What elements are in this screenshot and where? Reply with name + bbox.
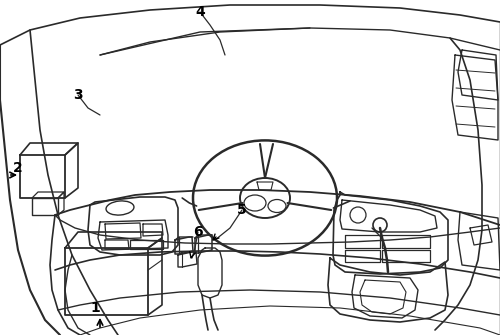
Text: 4: 4 (195, 5, 205, 19)
Text: 1: 1 (90, 301, 100, 315)
Text: 6: 6 (193, 225, 203, 239)
Text: 3: 3 (73, 88, 83, 102)
Text: 2: 2 (13, 161, 23, 175)
Text: 5: 5 (237, 203, 247, 217)
